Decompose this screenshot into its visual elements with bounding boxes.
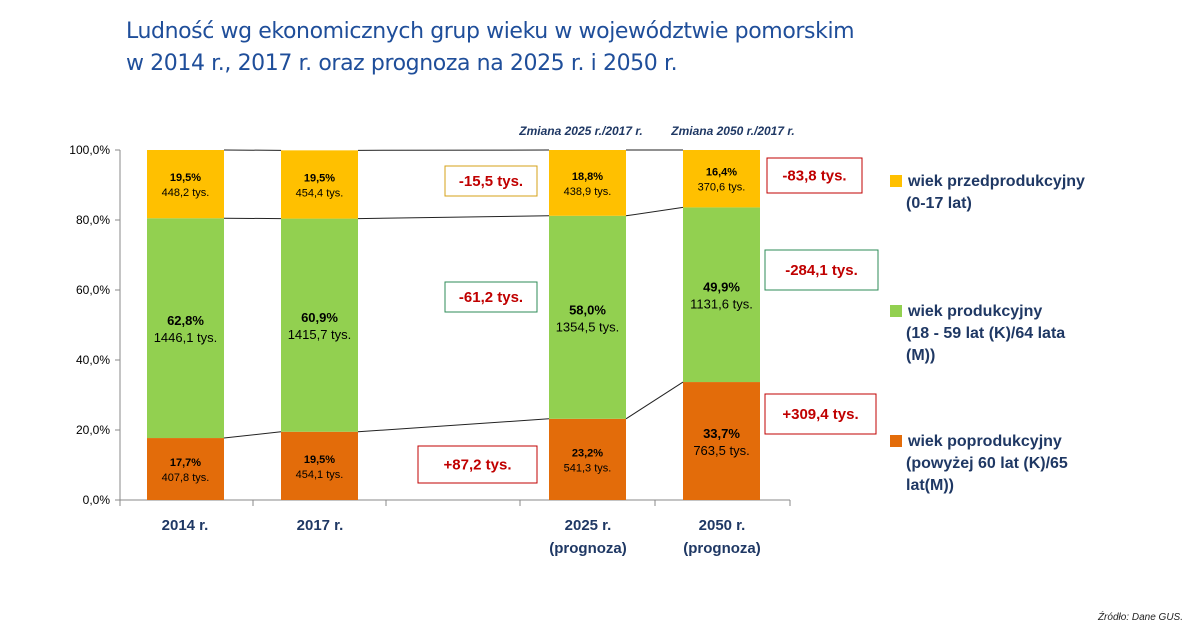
x-tick-label-sub: (prognoza) (549, 540, 626, 557)
data-label-absolute: 1415,7 tys. (288, 327, 352, 342)
change-2050-box (764, 249, 879, 291)
legend-label: wiek przedprodukcyjny (907, 173, 1085, 190)
data-label-percent: 19,5% (304, 172, 335, 184)
series-connector-line (223, 431, 282, 439)
series-connector-line (625, 381, 684, 420)
legend-label: wiek poprodukcyjny (907, 433, 1062, 450)
x-tick-label: 2017 r. (297, 517, 344, 534)
series-connector-line (625, 206, 684, 217)
change-2025-value: -61,2 tys. (459, 289, 523, 306)
data-label-absolute: 1131,6 tys. (690, 297, 753, 312)
series-connector-line (357, 215, 550, 220)
series-connector-line (357, 418, 550, 433)
bar-segment (281, 150, 358, 219)
data-label-percent: 33,7% (703, 426, 740, 441)
x-tick-label: 2050 r. (699, 517, 746, 534)
chart-title: Ludność wg ekonomicznych grup wieku w wo… (126, 16, 1026, 80)
chart-title-line-2: w 2014 r., 2017 r. oraz prognoza na 2025… (126, 51, 678, 76)
change-2025-box (444, 165, 538, 197)
legend-label: (powyżej 60 lat (K)/65 (906, 455, 1068, 472)
x-tick-label: 2014 r. (162, 517, 209, 534)
data-label-percent: 49,9% (703, 280, 740, 295)
legend-swatch (890, 435, 902, 447)
change-2050-value: +309,4 tys. (782, 406, 858, 423)
legend-label: (0-17 lat) (906, 195, 972, 212)
bar-segment (281, 218, 358, 432)
data-label-absolute: 454,1 tys. (296, 469, 344, 481)
change-2050-box (766, 157, 863, 194)
bar-segment (683, 207, 760, 383)
change-2025-box (417, 445, 538, 484)
bar-segment (683, 150, 760, 208)
bar-segment (281, 431, 358, 500)
data-label-absolute: 541,3 tys. (564, 462, 612, 474)
legend-swatch (890, 175, 902, 187)
data-label-absolute: 407,8 tys. (162, 472, 210, 484)
change-header-2050: Zmiana 2050 r./2017 r. (670, 124, 794, 138)
x-tick-label-sub: (prognoza) (683, 540, 760, 557)
data-label-percent: 19,5% (170, 172, 201, 184)
legend-label: wiek produkcyjny (907, 303, 1042, 320)
data-label-percent: 17,7% (170, 457, 201, 469)
y-tick-label: 80,0% (76, 213, 110, 227)
change-2025-value: +87,2 tys. (444, 457, 512, 474)
data-label-percent: 19,5% (304, 454, 335, 466)
data-label-absolute: 1354,5 tys. (556, 319, 620, 334)
legend-label: (M)) (906, 347, 935, 364)
data-label-percent: 16,4% (706, 167, 737, 179)
data-label-absolute: 370,6 tys. (698, 182, 746, 194)
data-label-absolute: 454,4 tys. (296, 187, 344, 199)
chart-title-line-1: Ludność wg ekonomicznych grup wieku w wo… (126, 19, 855, 44)
data-label-percent: 60,9% (301, 310, 338, 325)
legend-swatch (890, 305, 902, 317)
change-2025-value: -15,5 tys. (459, 173, 523, 190)
y-tick-label: 100,0% (69, 143, 110, 157)
y-tick-label: 40,0% (76, 353, 110, 367)
bar-segment (549, 215, 626, 419)
data-label-absolute: 1446,1 tys. (154, 330, 218, 345)
change-2025-box (444, 281, 538, 313)
data-label-absolute: 448,2 tys. (162, 187, 210, 199)
bar-segment (147, 150, 224, 219)
data-label-absolute: 763,5 tys. (693, 443, 749, 458)
change-2050-value: -284,1 tys. (785, 262, 858, 279)
change-2050-box (764, 393, 877, 435)
y-tick-label: 60,0% (76, 283, 110, 297)
data-label-percent: 58,0% (569, 302, 606, 317)
y-tick-label: 20,0% (76, 423, 110, 437)
bar-segment (683, 382, 760, 500)
bar-segment (549, 150, 626, 216)
y-tick-label: 0,0% (83, 493, 111, 507)
change-header-2025: Zmiana 2025 r./2017 r. (518, 124, 642, 138)
bar-segment (147, 218, 224, 439)
data-label-percent: 18,8% (572, 171, 603, 183)
change-2050-value: -83,8 tys. (782, 168, 846, 185)
x-tick-label: 2025 r. (565, 517, 612, 534)
bar-segment (549, 418, 626, 500)
source-note: Źródło: Dane GUS. (1097, 612, 1183, 623)
legend-label: (18 - 59 lat (K)/64 lata (906, 325, 1065, 342)
data-label-percent: 62,8% (167, 313, 204, 328)
data-label-absolute: 438,9 tys. (564, 186, 612, 198)
data-label-percent: 23,2% (572, 447, 603, 459)
legend-label: lat(M)) (906, 477, 954, 494)
bar-segment (147, 438, 224, 500)
